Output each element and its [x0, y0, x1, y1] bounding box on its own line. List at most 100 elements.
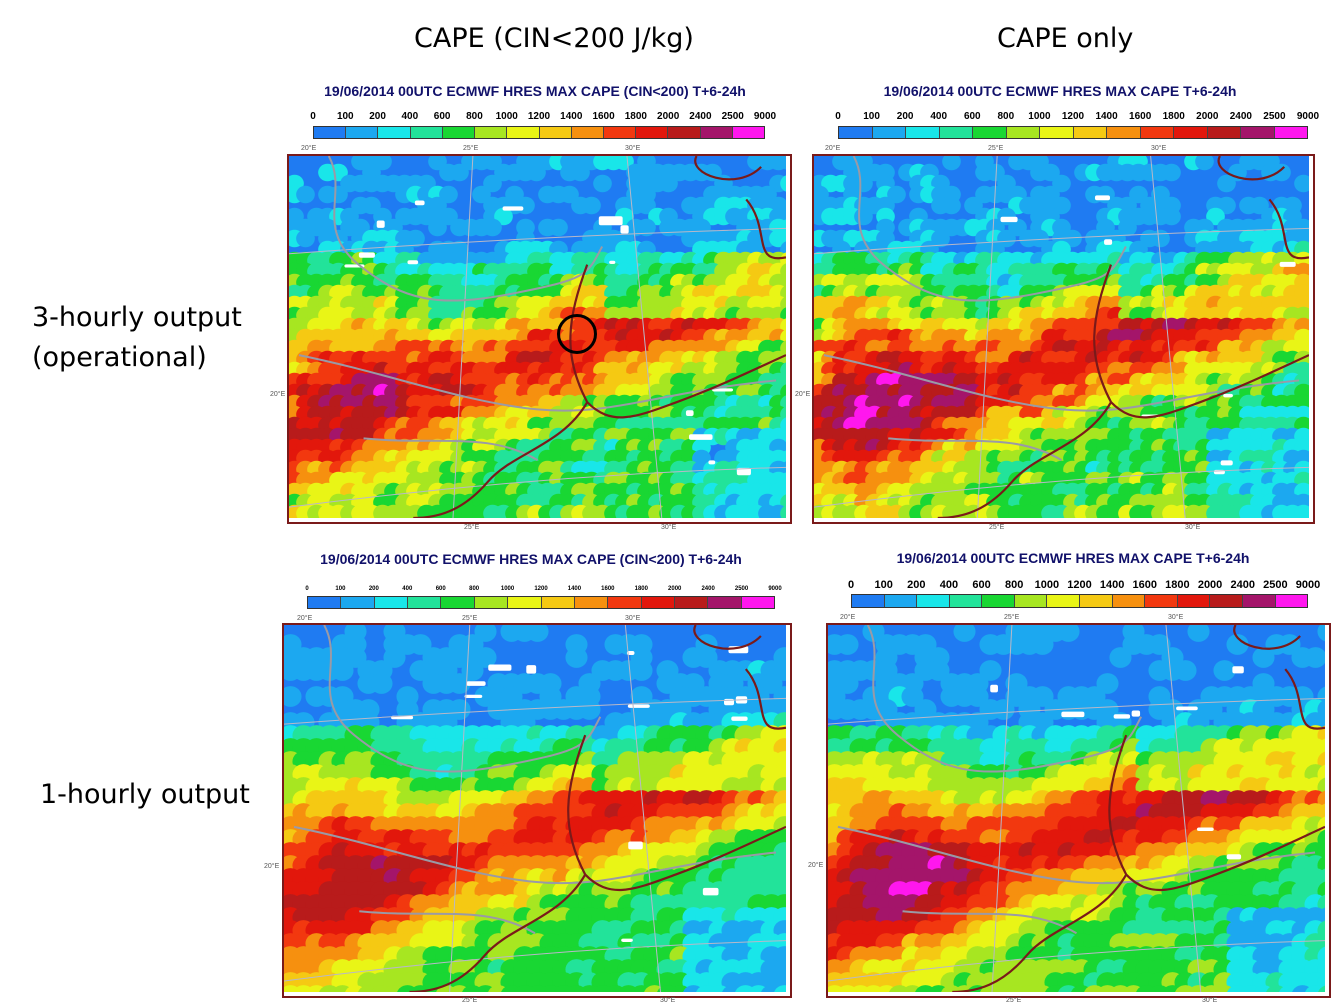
colorbar-label: 9000: [753, 111, 777, 122]
colorbar-label: 9000: [1295, 579, 1321, 591]
colorbar-swatch: [442, 127, 476, 138]
map-panel-1hourly-cin: 19/06/2014 00UTC ECMWF HRES MAX CAPE (CI…: [262, 545, 800, 1008]
colorbar-swatch: [1040, 127, 1074, 138]
lon-tick: 30°E: [1151, 145, 1167, 152]
colorbar-label: 1800: [624, 111, 647, 122]
colorbar-label: 1000: [495, 111, 518, 122]
colorbar-label: 2000: [657, 111, 680, 122]
colorbar-label: 1000: [1028, 111, 1051, 122]
colorbar-label: 200: [369, 111, 386, 122]
colorbar-swatch: [674, 597, 709, 608]
colorbar-swatch: [1210, 595, 1243, 607]
colorbar-swatch: [608, 597, 642, 608]
lon-tick: 25°E: [464, 524, 480, 531]
colorbar-swatch: [1242, 595, 1276, 607]
colorbar-label: 200: [368, 586, 379, 592]
highlight-circle: [557, 314, 597, 354]
colorbar-swatch: [1275, 595, 1308, 607]
colorbar-swatch: [839, 127, 873, 138]
colorbar-swatch: [973, 127, 1007, 138]
lon-tick: 20°E: [301, 145, 317, 152]
colorbar-swatch: [474, 597, 509, 608]
colorbar-label: 400: [402, 586, 413, 592]
cape-map: [282, 623, 792, 998]
colorbar-swatch: [852, 595, 885, 607]
cape-field: [284, 625, 786, 992]
colorbar-label: 2400: [689, 111, 712, 122]
colorbar-label: 400: [939, 579, 959, 591]
colorbar-swatch: [410, 127, 443, 138]
lon-tick: 25°E: [1006, 997, 1022, 1004]
colorbar-label: 0: [847, 579, 855, 591]
colorbar-swatch: [574, 597, 609, 608]
colorbar-label: 0: [305, 586, 309, 592]
colorbar-swatch: [1207, 127, 1241, 138]
colorbar-label: 0: [835, 111, 841, 122]
panel-title: 19/06/2014 00UTC ECMWF HRES MAX CAPE T+6…: [883, 83, 1237, 99]
panel-title: 19/06/2014 00UTC ECMWF HRES MAX CAPE (CI…: [320, 551, 742, 567]
colorbar-swatch: [1047, 595, 1081, 607]
lat-lon-tick: 20°E: [270, 391, 286, 398]
colorbar: [313, 126, 765, 139]
colorbar-label: 1000: [1034, 579, 1060, 591]
colorbar-label: 1800: [1165, 579, 1190, 591]
colorbar-label: 800: [466, 111, 483, 122]
colorbar-label: 600: [433, 111, 451, 122]
colorbar-label: 1400: [567, 586, 582, 592]
colorbar: [838, 126, 1308, 139]
colorbar-label: 2000: [1197, 579, 1223, 591]
cape-field: [828, 625, 1325, 992]
cape-field: [289, 156, 786, 518]
cape-map: [826, 623, 1331, 998]
column-title-cin: CAPE (CIN<200 J/kg): [414, 23, 694, 54]
colorbar-swatch: [341, 597, 375, 608]
colorbar-labels: 0 100 200 400 600 800 1000 1200 1400 1600 1800 2000…: [305, 586, 781, 598]
colorbar-swatch: [708, 597, 742, 608]
colorbar-label: 100: [863, 111, 880, 122]
lon-tick: 30°E: [661, 524, 677, 531]
colorbar-swatch: [732, 127, 765, 138]
colorbar-label: 400: [401, 111, 419, 122]
colorbar-swatch: [641, 597, 675, 608]
map-panel-3hourly-cape-only: 19/06/2014 00UTC ECMWF HRES MAX CAPE T+6…: [795, 78, 1325, 531]
lon-tick: 30°E: [625, 615, 641, 622]
colorbar-label: 1400: [1099, 579, 1125, 591]
colorbar-label: 9000: [768, 586, 782, 592]
colorbar-swatch: [603, 127, 637, 138]
lon-tick: 25°E: [462, 997, 478, 1004]
colorbar-swatch: [314, 127, 347, 138]
colorbar-swatch: [700, 127, 733, 138]
colorbar-label: 800: [1005, 579, 1024, 591]
colorbar-label: 1000: [500, 586, 515, 592]
colorbar-swatch: [408, 597, 442, 608]
colorbar-swatch: [571, 127, 604, 138]
colorbar-label: 1200: [534, 586, 548, 592]
row-title-operational: (operational): [32, 342, 207, 373]
colorbar-label: 1600: [601, 586, 615, 592]
colorbar-label: 2000: [1196, 111, 1219, 122]
colorbar: [307, 596, 775, 609]
lon-tick: 30°E: [1185, 524, 1201, 531]
lon-tick: 25°E: [463, 145, 479, 152]
colorbar-swatch: [441, 597, 475, 608]
lon-tick: 30°E: [625, 145, 641, 152]
lon-tick: 25°E: [462, 615, 478, 622]
colorbar-label: 600: [435, 586, 446, 592]
colorbar-swatch: [1174, 127, 1208, 138]
panel-title: 19/06/2014 00UTC ECMWF HRES MAX CAPE (CI…: [324, 83, 746, 99]
colorbar-labels: 0 100 200 400 600 800 1000 1200 1400 1600 1800 2000…: [847, 579, 1320, 591]
colorbar-swatch: [1073, 127, 1107, 138]
colorbar-label: 100: [336, 111, 354, 122]
lon-tick: 30°E: [1168, 614, 1184, 621]
column-title-cape-only: CAPE only: [997, 23, 1134, 54]
colorbar-label: 600: [963, 111, 981, 122]
colorbar-swatch: [982, 595, 1015, 607]
colorbar-labels: 0 100 200 400 600 800 1000 1200 1400 1600 1800 2000…: [835, 111, 1319, 123]
lon-tick: 20°E: [825, 145, 841, 152]
lat-lon-tick: 20°E: [264, 863, 280, 870]
colorbar-swatch: [308, 597, 342, 608]
colorbar-label: 2000: [668, 586, 682, 592]
colorbar-label: 2500: [1263, 111, 1286, 122]
colorbar-swatch: [1140, 127, 1174, 138]
colorbar-swatch: [917, 595, 950, 607]
